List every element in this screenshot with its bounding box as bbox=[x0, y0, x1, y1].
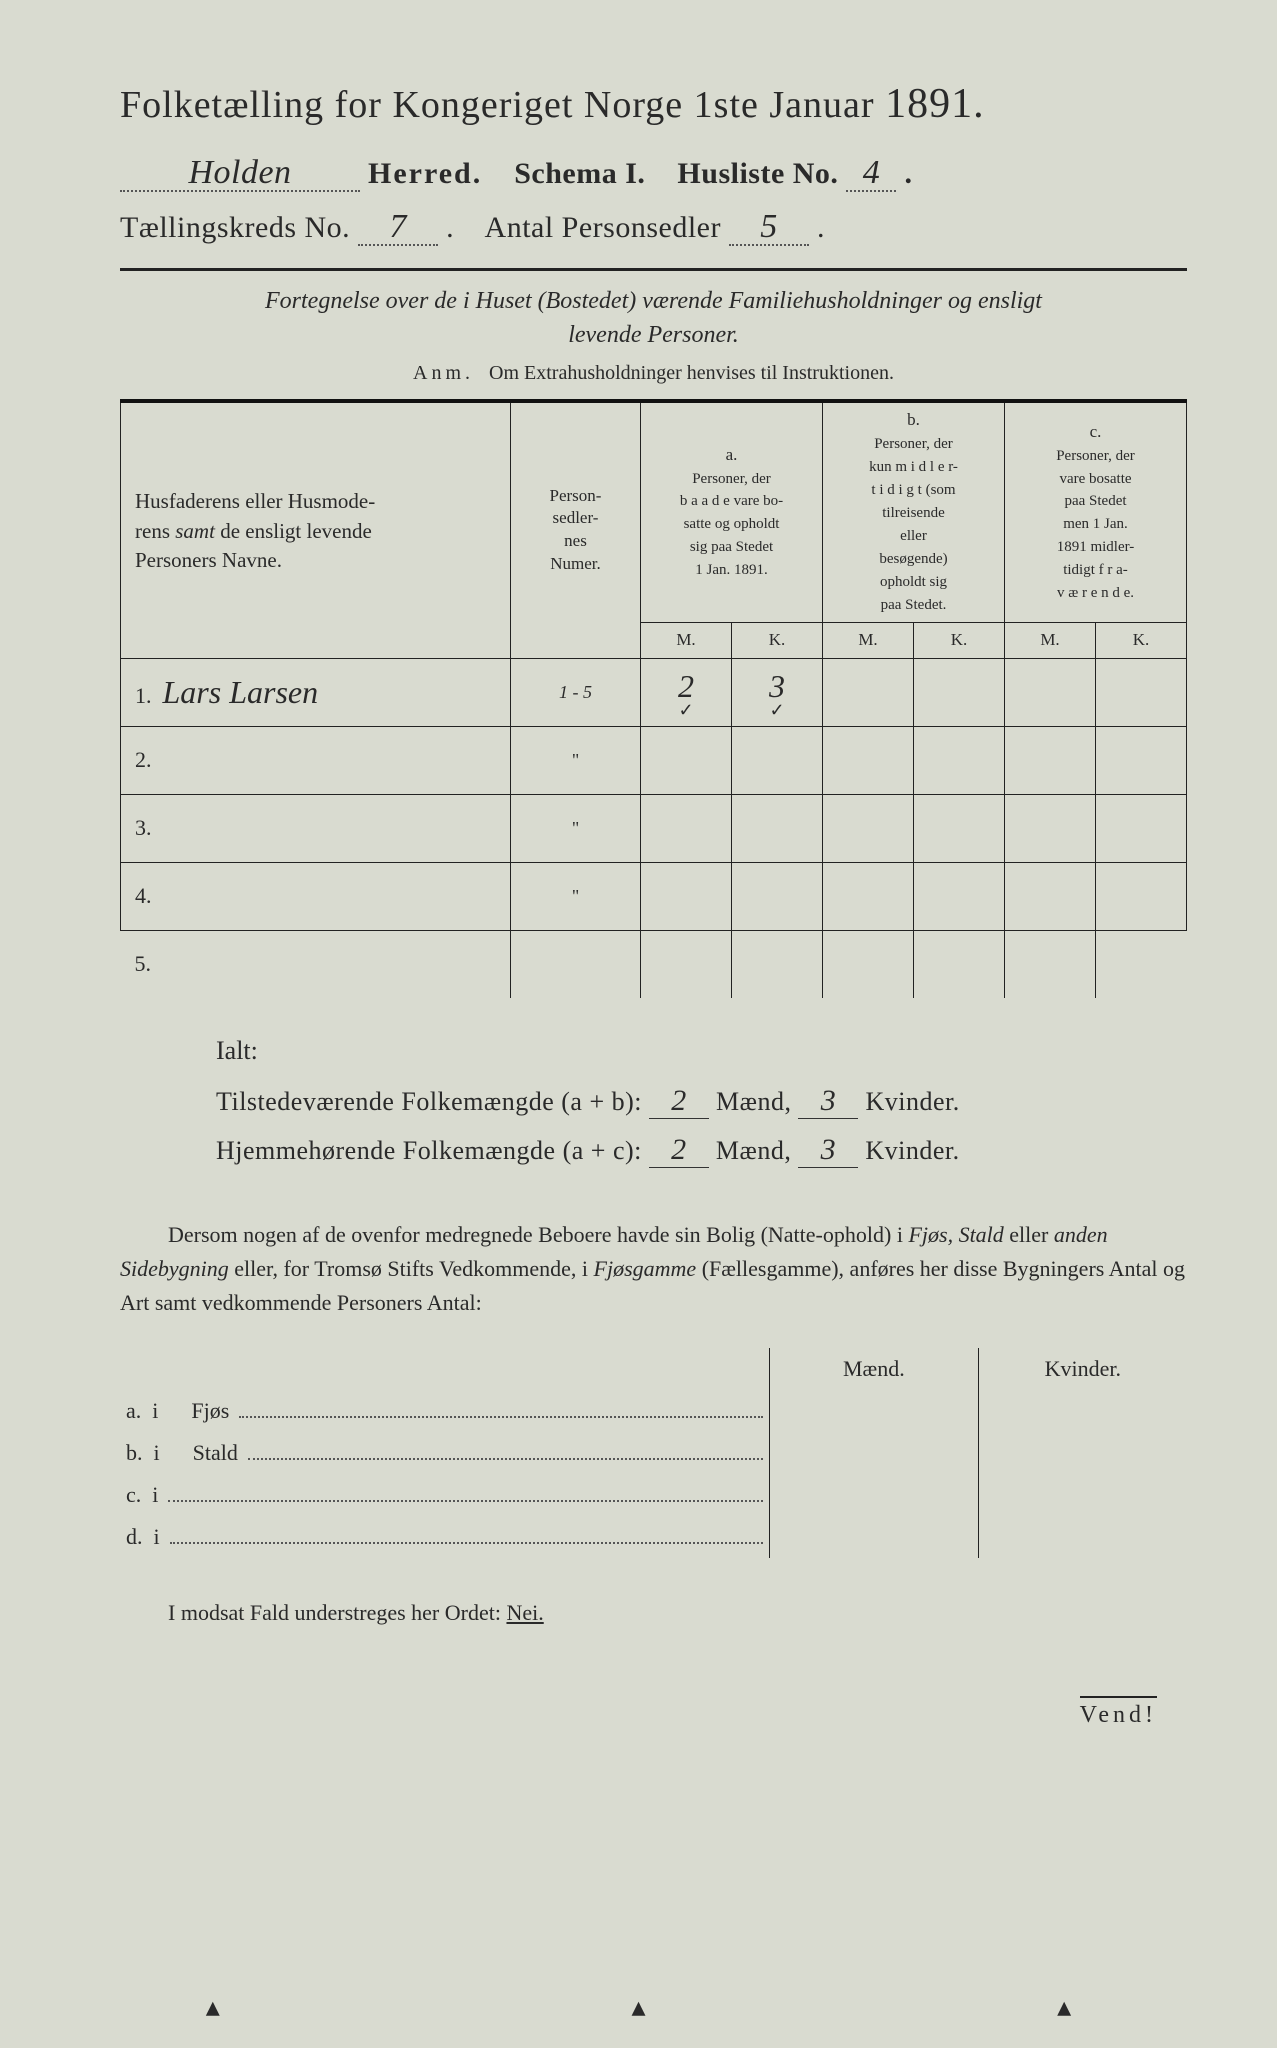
title-year: 1891. bbox=[885, 81, 985, 127]
outbuilding-table: Mænd. Kvinder. a. i Fjøs b. i Stald c. i… bbox=[120, 1348, 1187, 1558]
kreds-label: Tællingskreds No. bbox=[120, 211, 350, 244]
schema-label: Schema I. bbox=[514, 157, 645, 190]
kreds-value: 7 bbox=[358, 210, 438, 246]
ialt-l2-m: 2 bbox=[649, 1133, 709, 1168]
anm-prefix: Anm. bbox=[413, 362, 474, 384]
col-b-label: b.Personer, derkun m i d l e r-t i d i g… bbox=[823, 401, 1005, 622]
page-pins: ▴ ▴ ▴ bbox=[0, 1990, 1277, 2024]
modsat-line: I modsat Fald understreges her Ordet: Ne… bbox=[120, 1600, 1187, 1626]
husliste-value: 4 bbox=[846, 156, 896, 192]
row1-name: Lars Larsen bbox=[163, 674, 319, 710]
herred-value: Holden bbox=[120, 156, 360, 192]
title-main: Folketælling for Kongeriget Norge 1ste J… bbox=[120, 84, 875, 126]
ialt-line-2: Hjemmehørende Folkemængde (a + c): 2 Mæn… bbox=[216, 1133, 1187, 1168]
explanatory-paragraph: Dersom nogen af de ovenfor medregnede Be… bbox=[120, 1218, 1187, 1320]
table-row: a. i Fjøs bbox=[120, 1390, 1187, 1432]
table-row: 5. bbox=[121, 930, 1187, 998]
pin-icon: ▴ bbox=[206, 1990, 220, 2024]
table-row: 3. " bbox=[121, 794, 1187, 862]
page-title: Folketælling for Kongeriget Norge 1ste J… bbox=[120, 80, 1187, 128]
col-b-m: M. bbox=[823, 622, 914, 658]
fortegnelse-l1: Fortegnelse over de i Huset (Bostedet) v… bbox=[265, 288, 1042, 314]
census-table: Husfaderens eller Husmode-rens samt de e… bbox=[120, 399, 1187, 998]
col-b-k: K. bbox=[914, 622, 1005, 658]
sub-col-kvinder: Kvinder. bbox=[978, 1348, 1187, 1390]
husliste-label: Husliste No. bbox=[677, 157, 838, 190]
row1-numer: 1 - 5 bbox=[511, 658, 641, 726]
pin-icon: ▴ bbox=[1057, 1990, 1071, 2024]
table-row: b. i Stald bbox=[120, 1432, 1187, 1474]
fortegnelse: Fortegnelse over de i Huset (Bostedet) v… bbox=[120, 285, 1187, 352]
col-c-m: M. bbox=[1005, 622, 1096, 658]
table-body: 1. Lars Larsen 1 - 5 2✓ 3✓ 2. " 3. " 4. … bbox=[121, 658, 1187, 998]
header-row-2: Tællingskreds No. 7 . Antal Personsedler… bbox=[120, 210, 1187, 246]
fortegnelse-l2: levende Personer. bbox=[568, 322, 739, 348]
nei-word: Nei. bbox=[506, 1600, 543, 1625]
col-c-k: K. bbox=[1096, 622, 1187, 658]
anm-text: Om Extrahusholdninger henvises til Instr… bbox=[489, 362, 894, 384]
header-row-1: Holden Herred. Schema I. Husliste No. 4 … bbox=[120, 156, 1187, 192]
antal-label: Antal Personsedler bbox=[485, 211, 721, 244]
ialt-l1-m: 2 bbox=[649, 1084, 709, 1119]
sub-col-maend: Mænd. bbox=[769, 1348, 978, 1390]
divider bbox=[120, 268, 1187, 271]
ialt-l1-k: 3 bbox=[798, 1084, 858, 1119]
table-row: 1. Lars Larsen 1 - 5 2✓ 3✓ bbox=[121, 658, 1187, 726]
antal-value: 5 bbox=[729, 210, 809, 246]
table-row: c. i bbox=[120, 1474, 1187, 1516]
pin-icon: ▴ bbox=[631, 1990, 645, 2024]
col-a-m: M. bbox=[641, 622, 732, 658]
vend-label: Vend! bbox=[120, 1696, 1187, 1729]
col-name: Husfaderens eller Husmode-rens samt de e… bbox=[121, 401, 511, 658]
table-row: 4. " bbox=[121, 862, 1187, 930]
table-row: 2. " bbox=[121, 726, 1187, 794]
col-a-label: a.Personer, derb a a d e vare bo-satte o… bbox=[641, 401, 823, 622]
herred-label: Herred. bbox=[368, 157, 482, 190]
ialt-l2-k: 3 bbox=[798, 1133, 858, 1168]
table-row: d. i bbox=[120, 1516, 1187, 1558]
col-a-k: K. bbox=[732, 622, 823, 658]
ialt-line-1: Tilstedeværende Folkemængde (a + b): 2 M… bbox=[216, 1084, 1187, 1119]
col-c-label: c.Personer, dervare bosattepaa Stedetmen… bbox=[1005, 401, 1187, 622]
col-numer: Person-sedler-nesNumer. bbox=[511, 401, 641, 658]
ialt-title: Ialt: bbox=[216, 1036, 1187, 1066]
ialt-block: Ialt: Tilstedeværende Folkemængde (a + b… bbox=[120, 1036, 1187, 1168]
anm-line: Anm. Om Extrahusholdninger henvises til … bbox=[120, 362, 1187, 385]
